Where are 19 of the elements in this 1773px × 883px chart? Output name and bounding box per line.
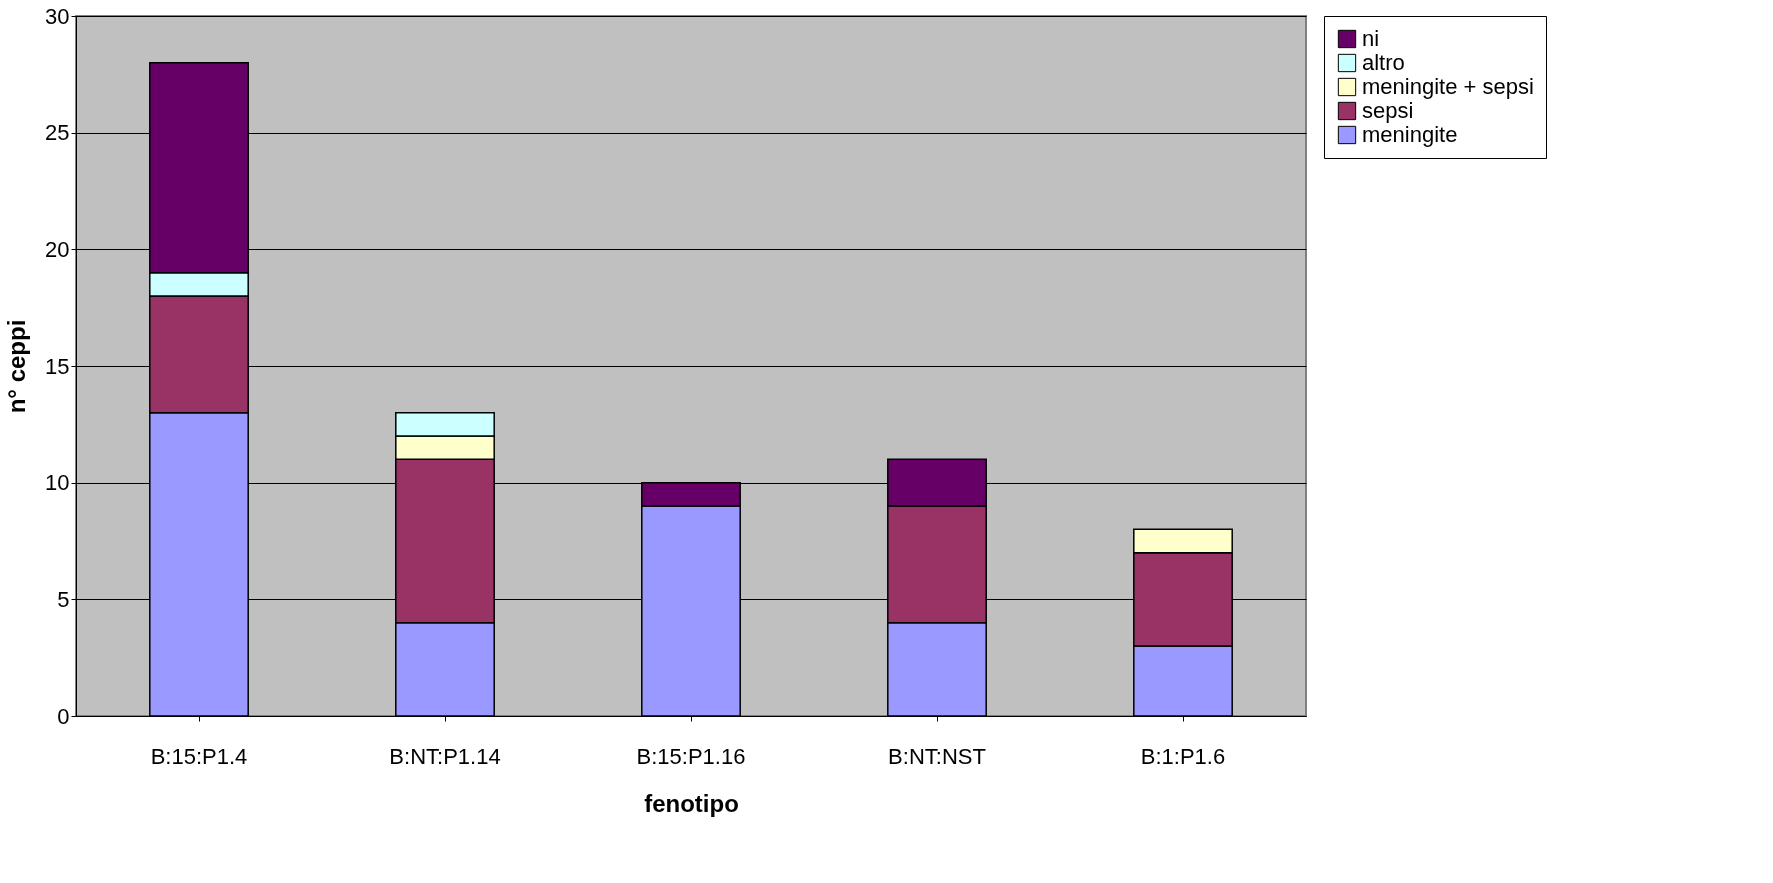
x-tick-label: B:15:P1.16 (636, 743, 746, 769)
legend-label: altro (1362, 50, 1405, 75)
y-tick-label: 0 (57, 703, 70, 729)
x-tick-label: B:15:P1.4 (150, 743, 248, 769)
legend-label: meningite + sepsi (1362, 74, 1534, 99)
x-tick-label: B:1:P1.6 (1140, 743, 1226, 769)
x-tick-label: B:NT:P1.14 (389, 743, 501, 769)
y-tick-label: 25 (45, 120, 70, 146)
y-tick-label: 15 (45, 353, 70, 379)
legend-label: sepsi (1362, 98, 1414, 123)
y-axis-title: n° ceppi (3, 319, 31, 414)
legend-label: ni (1362, 26, 1380, 51)
y-tick-label: 20 (45, 236, 70, 262)
y-tick-label: 30 (45, 3, 70, 29)
y-tick-label: 5 (57, 586, 70, 612)
x-tick-label: B:NT:NST (888, 743, 986, 769)
y-tick-label: 10 (45, 470, 70, 496)
legend-label: meningite (1362, 122, 1458, 147)
x-axis-title: fenotipo (644, 789, 739, 817)
